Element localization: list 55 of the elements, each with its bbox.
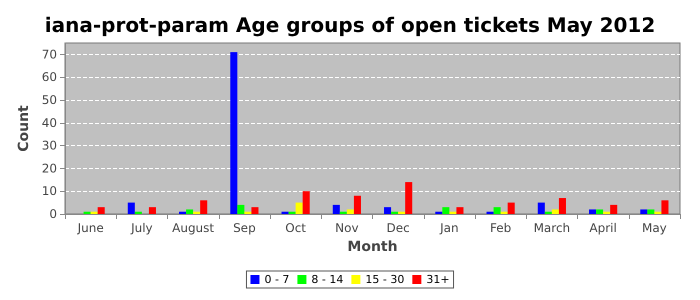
x-tick-label: Oct — [285, 221, 306, 235]
bar — [251, 207, 258, 214]
y-axis-title: Count — [16, 104, 32, 152]
bar — [186, 209, 194, 214]
x-tick-label: July — [130, 221, 153, 235]
y-tick-label: 10 — [42, 184, 57, 198]
legend-label: 8 - 14 — [311, 273, 344, 286]
bar — [405, 182, 412, 214]
bar — [354, 196, 361, 214]
bar — [552, 209, 559, 214]
bar — [98, 207, 105, 214]
bar — [296, 202, 303, 214]
legend-label: 15 - 30 — [365, 273, 404, 286]
y-tick-label: 50 — [42, 93, 57, 107]
bar — [596, 209, 604, 214]
x-tick-label: May — [642, 221, 667, 235]
x-tick-label: Dec — [386, 221, 410, 235]
x-tick-label: April — [589, 221, 617, 235]
x-axis-title: Month — [347, 239, 398, 255]
bar — [589, 209, 596, 214]
x-tick-label: August — [172, 221, 214, 235]
bar — [610, 204, 618, 214]
bar — [200, 200, 208, 214]
legend-label: 0 - 7 — [264, 273, 290, 286]
x-tick-label: March — [534, 221, 570, 235]
bar — [384, 207, 392, 214]
bar — [230, 52, 238, 214]
bar — [647, 209, 654, 214]
y-tick-label: 0 — [49, 207, 57, 221]
x-tick-label: June — [76, 221, 104, 235]
bar — [661, 200, 668, 214]
bar — [456, 207, 464, 214]
bar — [128, 202, 135, 214]
bar — [302, 191, 310, 214]
bar — [237, 204, 244, 214]
x-tick-label: Sep — [233, 221, 256, 235]
y-tick-label: 60 — [42, 70, 57, 84]
bar — [332, 204, 340, 214]
chart-title: iana-prot-param Age groups of open tickets May 2012 — [44, 13, 656, 37]
bar — [558, 198, 566, 214]
y-tick-label: 70 — [42, 47, 57, 62]
y-tick-label: 40 — [42, 116, 57, 130]
y-tick-label: 30 — [42, 138, 57, 153]
bar — [538, 202, 545, 214]
x-tick-label: Jan — [439, 221, 459, 235]
bar — [508, 202, 515, 214]
bar — [494, 207, 501, 214]
y-tick-label: 20 — [42, 161, 57, 176]
bar — [346, 209, 354, 214]
x-tick-label: Feb — [490, 221, 512, 235]
bar — [148, 207, 156, 214]
legend-label: 31+ — [426, 273, 450, 286]
bar — [640, 209, 648, 214]
bar — [442, 207, 450, 214]
x-tick-label: Nov — [335, 221, 359, 235]
